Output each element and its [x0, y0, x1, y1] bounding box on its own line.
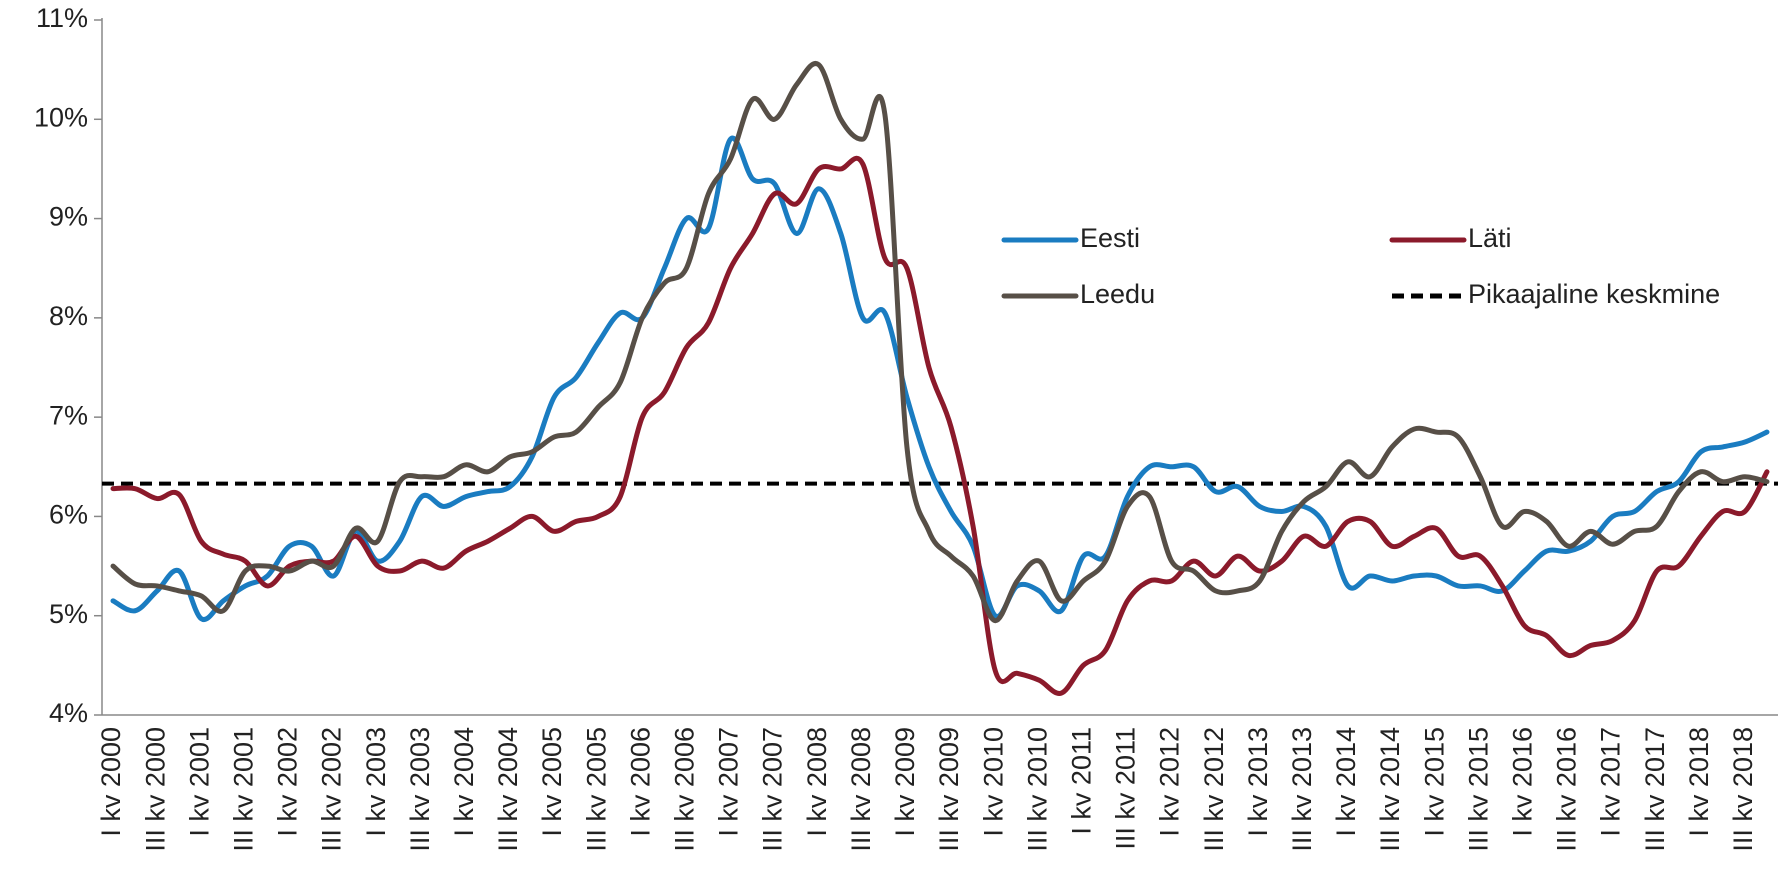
- x-tick-label: I kv 2013: [1243, 727, 1273, 837]
- x-tick-label: I kv 2010: [978, 727, 1008, 837]
- x-tick-label: III kv 2003: [405, 727, 435, 852]
- y-tick-label: 4%: [49, 698, 88, 728]
- x-tick-label: III kv 2007: [758, 727, 788, 852]
- y-tick-label: 7%: [49, 400, 88, 430]
- y-tick-label: 9%: [49, 202, 88, 232]
- x-tick-label: I kv 2014: [1331, 727, 1361, 837]
- x-tick-label: I kv 2018: [1684, 727, 1714, 837]
- x-tick-label: III kv 2002: [317, 727, 347, 852]
- series-line: [110, 155, 1770, 696]
- x-tick-label: I kv 2012: [1155, 727, 1185, 837]
- x-tick-label: I kv 2004: [449, 727, 479, 837]
- legend-label: Leedu: [1080, 279, 1155, 309]
- x-tick-label: III kv 2018: [1728, 727, 1758, 852]
- x-tick-label: I kv 2011: [1066, 727, 1096, 835]
- x-tick-label: I kv 2006: [625, 727, 655, 837]
- x-tick-label: III kv 2005: [581, 727, 611, 852]
- series-line: [110, 61, 1770, 624]
- legend-label: Läti: [1468, 223, 1512, 253]
- x-tick-label: I kv 2003: [361, 727, 391, 837]
- x-tick-label: I kv 2008: [802, 727, 832, 837]
- x-tick-label: III kv 2006: [670, 727, 700, 852]
- x-tick-label: III kv 2014: [1375, 727, 1405, 852]
- x-tick-label: III kv 2010: [1022, 727, 1052, 852]
- x-tick-label: III kv 2011: [1111, 727, 1141, 850]
- x-tick-label: I kv 2007: [714, 727, 744, 837]
- x-tick-label: I kv 2002: [273, 727, 303, 837]
- y-tick-label: 5%: [49, 599, 88, 629]
- x-tick-label: I kv 2017: [1596, 727, 1626, 837]
- x-tick-label: III kv 2004: [493, 727, 523, 852]
- y-tick-label: 11%: [36, 3, 88, 33]
- y-tick-label: 8%: [49, 301, 88, 331]
- legend-label: Pikaajaline keskmine: [1468, 279, 1720, 309]
- y-tick-label: 10%: [34, 102, 88, 132]
- x-tick-label: III kv 2008: [846, 727, 876, 852]
- x-tick-label: III kv 2017: [1640, 727, 1670, 852]
- x-tick-label: III kv 2016: [1552, 727, 1582, 852]
- x-tick-label: III kv 2015: [1463, 727, 1493, 852]
- x-tick-label: III kv 2000: [140, 727, 170, 852]
- x-tick-label: III kv 2012: [1199, 727, 1229, 852]
- x-tick-label: I kv 2005: [537, 727, 567, 837]
- x-tick-label: I kv 2016: [1508, 727, 1538, 837]
- series-line: [110, 135, 1770, 622]
- x-tick-label: I kv 2001: [184, 727, 214, 837]
- y-tick-label: 6%: [49, 500, 88, 530]
- x-tick-label: III kv 2013: [1287, 727, 1317, 852]
- x-tick-label: I kv 2000: [96, 727, 126, 837]
- legend-label: Eesti: [1080, 223, 1140, 253]
- x-tick-label: III kv 2009: [934, 727, 964, 852]
- x-tick-label: I kv 2015: [1419, 727, 1449, 837]
- x-tick-label: I kv 2009: [890, 727, 920, 837]
- x-tick-label: III kv 2001: [228, 727, 258, 852]
